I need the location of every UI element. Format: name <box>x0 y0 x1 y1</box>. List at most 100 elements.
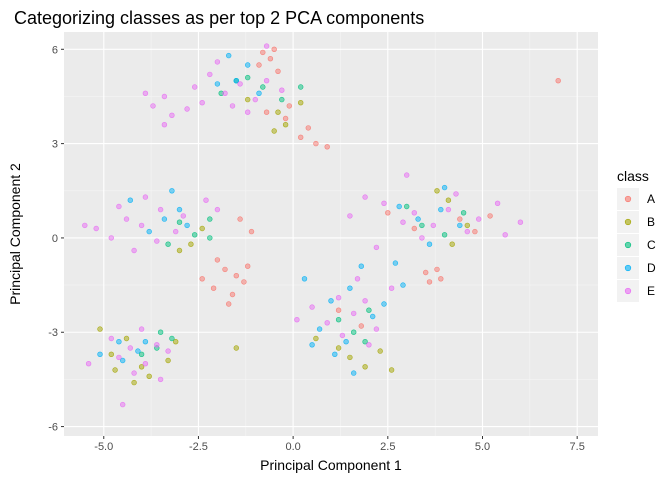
data-point-a <box>457 216 463 222</box>
data-point-e <box>116 203 122 210</box>
data-point-b <box>464 222 470 229</box>
data-point-e <box>381 200 387 207</box>
data-point-d <box>415 216 421 222</box>
data-point-e <box>237 81 243 87</box>
data-point-e <box>207 71 213 78</box>
data-point-a <box>210 285 217 291</box>
data-point-e <box>263 43 270 49</box>
data-point-a <box>241 279 247 285</box>
data-point-c <box>245 74 251 81</box>
data-point-e <box>131 247 137 254</box>
data-point-d <box>233 77 240 84</box>
data-point-e <box>229 103 236 109</box>
data-point-a <box>423 269 429 276</box>
data-point-d <box>396 203 402 210</box>
data-point-b <box>165 357 171 364</box>
data-point-b <box>138 364 145 370</box>
y-tick-label: 6 <box>52 44 58 56</box>
data-point-b <box>449 241 455 247</box>
data-point-c <box>176 219 183 225</box>
data-point-c <box>207 235 213 241</box>
data-point-e <box>192 84 198 90</box>
data-point-d <box>161 216 168 222</box>
data-point-b <box>188 241 194 247</box>
x-axis-ticks: -5.0 -2.5 0.0 2.5 5.0 7.5 <box>94 436 585 453</box>
data-point-d <box>426 241 433 247</box>
data-point-a <box>248 228 255 235</box>
data-point-d <box>169 188 175 194</box>
legend-label-b: B <box>647 215 655 229</box>
data-point-d <box>256 90 262 97</box>
data-point-d <box>400 282 406 288</box>
data-point-d <box>119 357 126 364</box>
legend-label-c: C <box>647 238 656 252</box>
data-point-e <box>180 213 187 219</box>
data-point-e <box>351 310 357 317</box>
y-tick-label: -6 <box>48 422 58 434</box>
data-point-e <box>138 222 145 229</box>
data-point-d <box>301 276 308 282</box>
x-tick-label: -2.5 <box>189 441 208 453</box>
data-point-c <box>419 222 425 229</box>
legend-key-c <box>624 241 632 249</box>
data-point-e <box>154 238 160 244</box>
data-point-b <box>97 326 103 332</box>
data-point-c <box>298 84 304 90</box>
data-point-b <box>347 354 353 361</box>
data-point-c <box>157 329 164 335</box>
x-tick-label: 5.0 <box>475 441 490 453</box>
data-point-e <box>502 232 508 238</box>
data-point-b <box>434 188 440 194</box>
data-point-a <box>237 216 243 222</box>
y-axis-title: Principal Component 2 <box>7 163 23 305</box>
data-point-a <box>199 276 205 282</box>
data-point-a <box>438 276 444 282</box>
data-point-c <box>207 216 213 222</box>
data-point-e <box>430 222 436 229</box>
data-point-e <box>464 228 470 235</box>
data-point-e <box>354 276 361 282</box>
data-point-e <box>154 342 160 348</box>
data-point-e <box>453 191 459 197</box>
data-point-c <box>192 232 198 238</box>
y-axis-ticks: -6 -3 0 3 6 <box>48 44 64 434</box>
legend-label-a: A <box>647 192 655 206</box>
data-point-c <box>169 335 175 342</box>
data-point-b <box>173 339 179 345</box>
legend-label-d: D <box>647 261 656 275</box>
data-point-a <box>385 210 391 216</box>
data-point-e <box>245 109 251 115</box>
data-point-d <box>347 285 353 291</box>
data-point-e <box>108 235 115 241</box>
data-point-e <box>362 194 368 200</box>
data-point-c <box>279 96 285 103</box>
data-point-e <box>400 219 406 225</box>
data-point-e <box>373 326 380 332</box>
data-point-b <box>313 335 319 342</box>
legend-key-d <box>624 264 632 272</box>
data-point-e <box>347 213 353 219</box>
data-point-d <box>309 342 315 348</box>
data-point-e <box>476 216 482 222</box>
data-point-d <box>146 228 152 235</box>
data-point-e <box>203 197 209 203</box>
data-point-e <box>366 342 372 348</box>
data-point-e <box>165 348 171 354</box>
data-point-d <box>343 339 349 345</box>
data-point-a <box>263 109 270 115</box>
data-point-a <box>487 213 493 219</box>
data-point-e <box>339 332 346 339</box>
data-point-e <box>108 335 115 342</box>
data-point-e <box>279 87 285 93</box>
data-point-a <box>226 301 232 307</box>
data-point-e <box>214 59 221 65</box>
data-point-b <box>282 121 289 128</box>
data-point-b <box>233 345 240 351</box>
data-point-a <box>282 115 289 122</box>
data-point-b <box>108 351 115 357</box>
data-point-a <box>434 266 440 273</box>
legend-label-e: E <box>647 284 655 298</box>
data-point-c <box>404 203 410 210</box>
data-point-b <box>112 367 118 373</box>
